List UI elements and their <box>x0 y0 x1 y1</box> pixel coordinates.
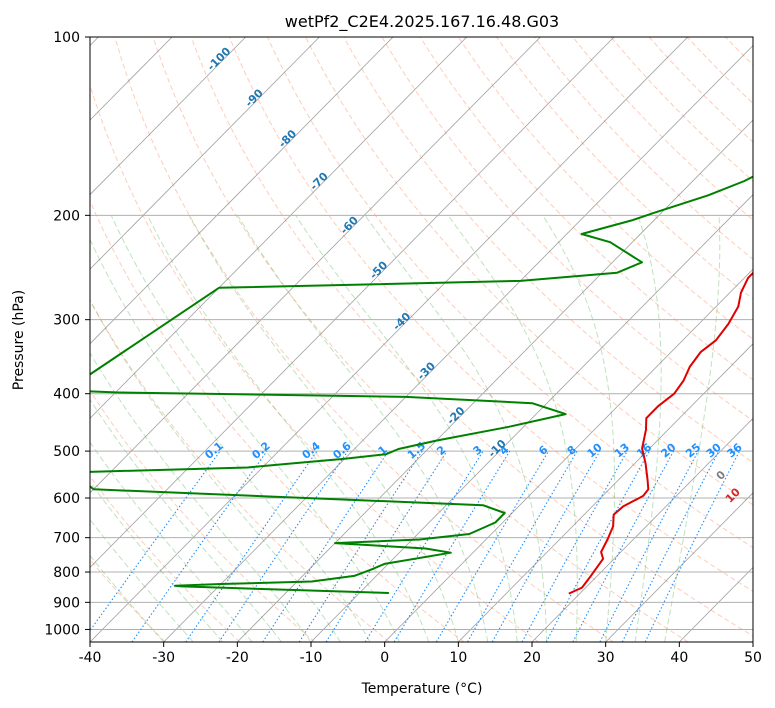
mixing-ratio-line <box>599 450 699 642</box>
y-tick-label: 500 <box>53 444 80 460</box>
isotherm-line <box>90 37 394 345</box>
x-tick-label: -20 <box>226 650 249 666</box>
dry-adiabat-line <box>381 37 753 422</box>
mixing-ratio-line <box>298 450 423 642</box>
mixing-ratio-line <box>262 450 389 642</box>
y-tick-label: 200 <box>53 208 80 224</box>
moist-adiabat-line <box>146 215 430 642</box>
moist-adiabat-line <box>447 215 578 642</box>
temperature-profile <box>568 271 753 595</box>
x-tick-label: 30 <box>597 650 615 666</box>
chart-title: wetPf2_C2E4.2025.167.16.48.G03 <box>285 12 559 32</box>
isotherm-line <box>384 268 753 642</box>
x-tick-label: 50 <box>744 650 762 666</box>
mixing-ratio-line <box>218 450 349 642</box>
isotherm-line <box>237 119 753 642</box>
x-tick-label: -30 <box>152 650 175 666</box>
moist-adiabat-line <box>90 398 282 642</box>
y-tick-label: 1000 <box>44 622 80 638</box>
y-tick-label: 600 <box>53 491 80 507</box>
y-axis-ticks: 100 200 300 400 500 600 700 800 900 1000 <box>44 30 90 638</box>
dry-adiabat-line <box>90 558 166 642</box>
mixing-ratio-line <box>491 450 601 642</box>
moist-adiabat-line <box>90 554 165 642</box>
isotherm-line <box>90 37 247 196</box>
isotherm-line <box>531 417 753 642</box>
y-axis-label: Pressure (hPa) <box>11 290 27 390</box>
x-axis-label: Temperature (°C) <box>361 681 483 697</box>
y-tick-label: 900 <box>53 595 80 611</box>
isotherm-line <box>458 343 753 642</box>
x-tick-label: 0 <box>380 650 389 666</box>
moist-adiabat-line <box>110 215 400 642</box>
sounding-profiles <box>90 175 753 595</box>
dry-adiabat-line <box>496 37 753 300</box>
dry-adiabat-line <box>228 37 753 593</box>
mixing-ratio-line <box>621 450 720 642</box>
dewpoint-profile <box>90 175 753 594</box>
isotherm-line <box>605 492 753 642</box>
isotherm-line <box>90 37 541 494</box>
dry-adiabat-line <box>267 37 753 549</box>
dry-adiabat-line <box>114 37 614 642</box>
x-tick-label: 40 <box>670 650 688 666</box>
isotherm-line <box>310 194 753 642</box>
y-tick-label: 300 <box>53 313 80 329</box>
mixing-ratio-line <box>90 450 221 632</box>
dry-adiabat-line <box>90 389 316 642</box>
moist-adiabat-line <box>90 441 253 642</box>
y-tick-label: 800 <box>53 565 80 581</box>
dry-adiabat-line <box>343 37 753 464</box>
mixing-ratio-line <box>435 450 550 642</box>
y-tick-label: 400 <box>53 387 80 403</box>
isotherm-line <box>90 37 320 270</box>
plot-frame <box>89 36 754 643</box>
isotherm-line <box>163 44 753 642</box>
y-tick-label: 100 <box>53 30 80 46</box>
dry-adiabat-line <box>90 83 540 642</box>
isotherm-line <box>90 37 468 419</box>
x-tick-label: 20 <box>523 650 541 666</box>
mixing-ratio-line <box>393 450 511 642</box>
dry-adiabat-line <box>90 199 465 642</box>
mixing-ratio-line <box>545 450 650 642</box>
x-tick-label: -10 <box>300 650 323 666</box>
dry-adiabat-line <box>90 299 390 642</box>
mixing-ratio-line <box>644 450 740 642</box>
moist-adiabat-line <box>295 215 518 642</box>
background-lines <box>90 37 753 642</box>
x-tick-label: -40 <box>79 650 102 666</box>
moist-adiabat-line <box>90 518 194 642</box>
moist-adiabat-line <box>237 215 489 642</box>
x-tick-label: 10 <box>449 650 467 666</box>
moist-adiabat-line <box>90 238 371 642</box>
dry-adiabat-line <box>90 475 241 642</box>
moist-adiabat-line <box>542 215 616 642</box>
mixing-ratio-line <box>521 450 628 642</box>
mixing-ratio-line <box>185 450 318 642</box>
mixing-ratio-line <box>325 450 448 642</box>
isotherm-line <box>90 37 615 569</box>
x-axis-ticks: -40 -30 -20 -10 0 10 20 30 40 50 <box>79 642 762 666</box>
y-tick-label: 700 <box>53 531 80 547</box>
mixing-ratio-line <box>467 450 578 642</box>
moist-adiabat-line <box>188 215 459 642</box>
moist-adiabat-line <box>90 481 223 642</box>
moist-adiabat-line <box>364 215 548 642</box>
isotherm-line <box>90 37 689 642</box>
mixing-ratio-line <box>572 450 675 642</box>
dry-adiabat-line <box>152 37 689 642</box>
dry-adiabat-line <box>457 37 753 340</box>
